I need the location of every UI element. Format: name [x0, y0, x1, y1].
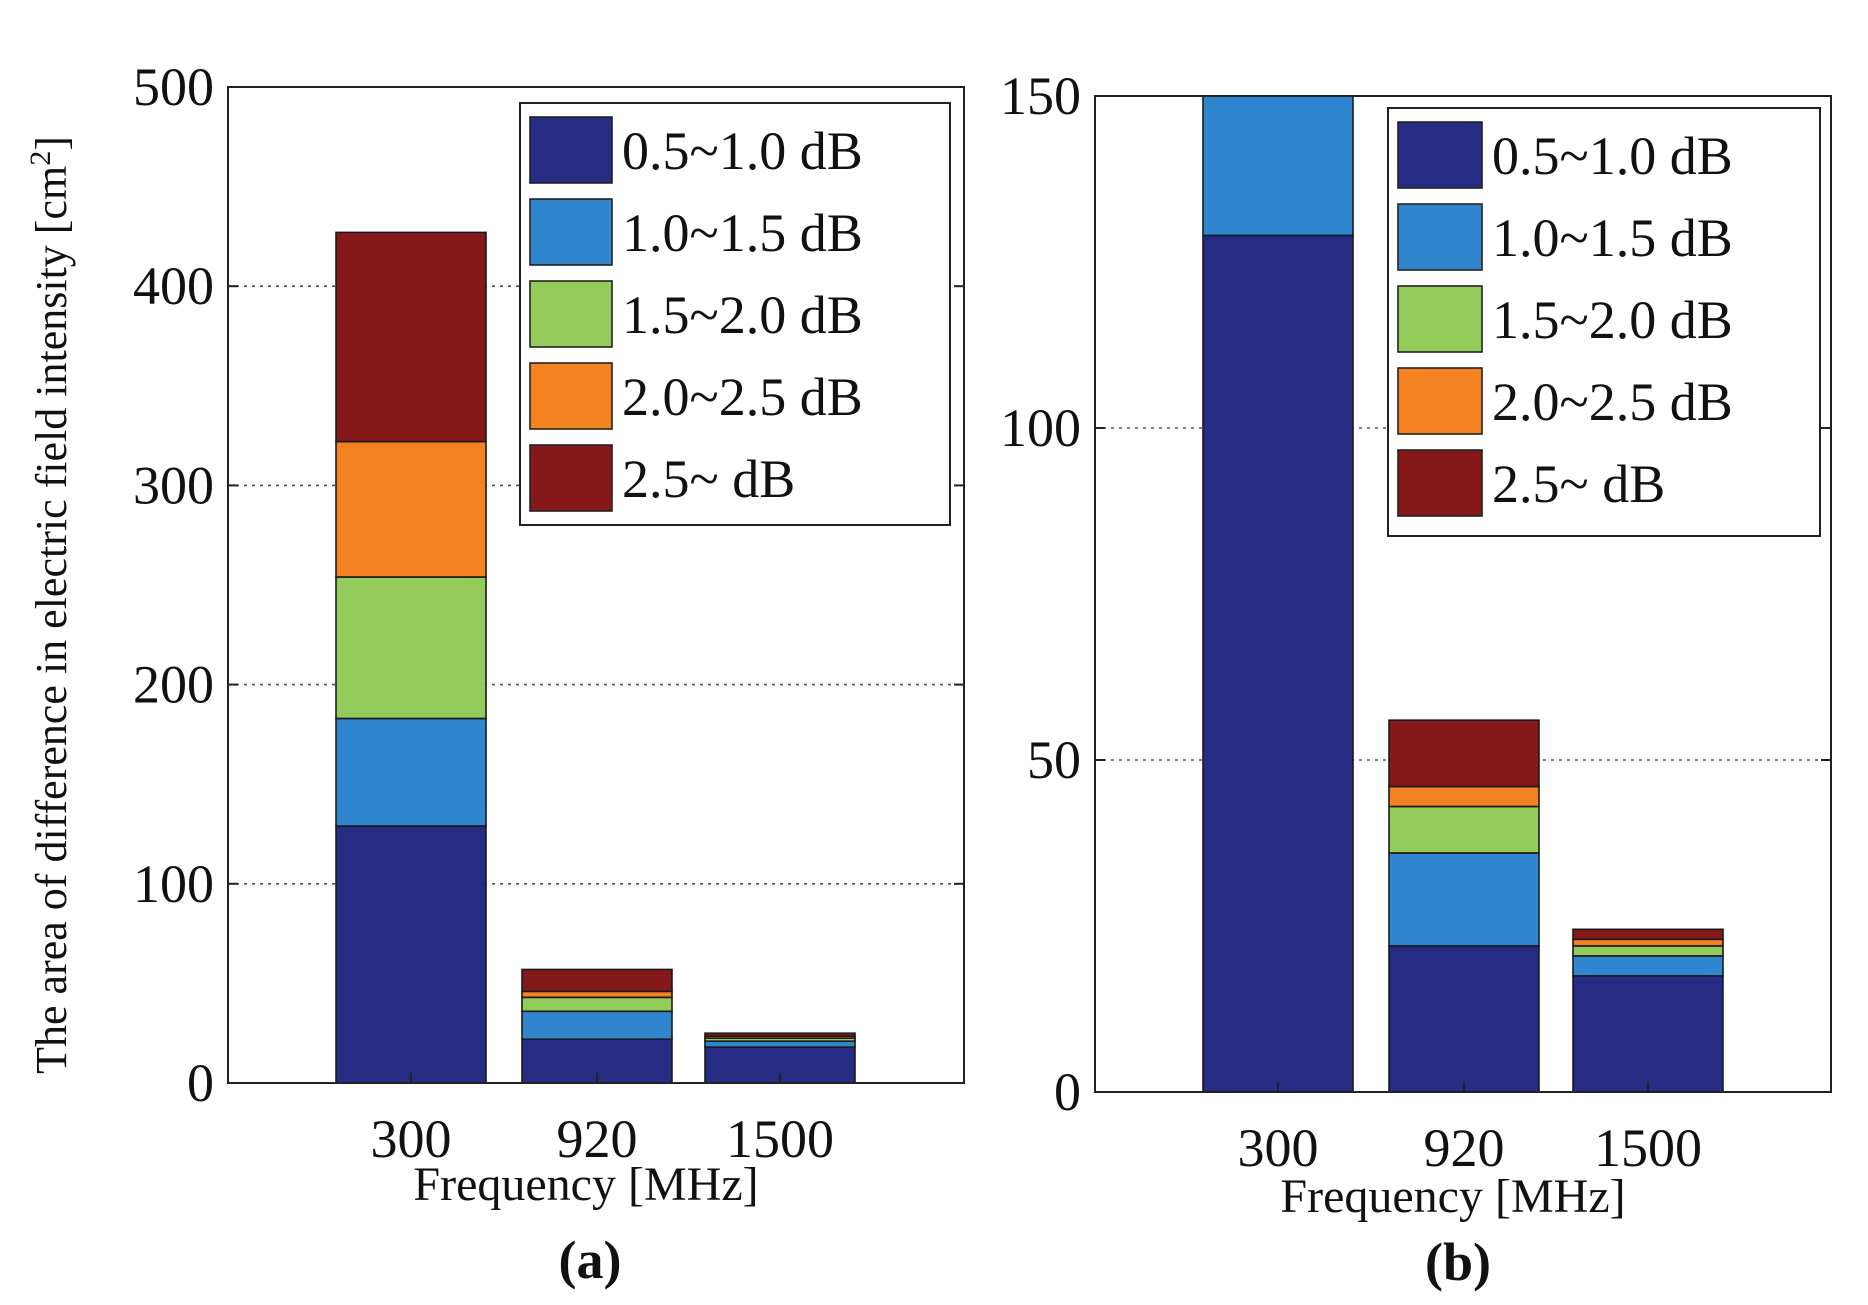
chart-a-legend-swatch-4 — [529, 362, 613, 430]
chart-b-xtick-label-300: 300 — [1238, 1118, 1319, 1178]
chart-b-bars — [1202, 96, 1724, 1092]
chart-b-legend-label-2: 1.0~1.5 dB — [1492, 208, 1733, 268]
chart-b-bar-1500-series-4 — [1572, 938, 1724, 947]
chart-b-legend-label-1: 0.5~1.0 dB — [1492, 126, 1733, 186]
chart-b-bar-920-series-2 — [1388, 852, 1540, 947]
chart-a-y-axis-label: The area of difference in electric field… — [24, 136, 76, 1074]
chart-a-ytick-label-0: 0 — [187, 1053, 214, 1113]
chart-a-legend-label-3: 1.5~2.0 dB — [622, 285, 863, 345]
chart-a-legend-label-5: 2.5~ dB — [622, 449, 795, 509]
chart-b-bar-920-series-3 — [1388, 805, 1540, 854]
chart-a-ytick-label-300: 300 — [133, 455, 214, 515]
chart-a-bar-1500-series-2 — [704, 1040, 856, 1048]
chart-a-x-axis-label: Frequency [MHz] — [413, 1158, 758, 1211]
chart-a-bar-300-series-3 — [335, 576, 487, 720]
chart-a-legend-label-1: 0.5~1.0 dB — [622, 121, 863, 181]
chart-a-ytick-label-500: 500 — [133, 57, 214, 117]
chart-a-legend: 0.5~1.0 dB 1.0~1.5 dB 1.5~2.0 dB 2.0~2.5 dB… — [519, 102, 951, 526]
chart-a-legend-label-2: 1.0~1.5 dB — [622, 203, 863, 263]
chart-a-legend-swatch-2 — [529, 198, 613, 266]
chart-b-ytick-label-100: 100 — [1000, 398, 1081, 458]
chart-a-y-axis-label-main: The area of difference in electric field… — [27, 166, 76, 1074]
chart-b-bar-920-series-1 — [1388, 945, 1540, 1092]
chart-a-legend-swatch-3 — [529, 280, 613, 348]
chart-b-bar-300-series-2 — [1202, 96, 1354, 237]
chart-a-bar-920-series-5 — [521, 968, 673, 993]
chart-b-bar-1500-series-3 — [1572, 945, 1724, 957]
chart-b-ytick-label-0: 0 — [1054, 1062, 1081, 1122]
chart-b-legend-swatch-4 — [1397, 367, 1483, 435]
chart-a-ytick-label-400: 400 — [133, 256, 214, 316]
chart-b-legend-label-5: 2.5~ dB — [1492, 454, 1665, 514]
chart-b-legend-label-3: 1.5~2.0 dB — [1492, 290, 1733, 350]
chart-b-legend-label-4: 2.0~2.5 dB — [1492, 372, 1733, 432]
chart-b-x-axis-label: Frequency [MHz] — [1280, 1170, 1625, 1223]
chart-a-legend-swatch-1 — [529, 116, 613, 184]
chart-b-legend-swatch-5 — [1397, 449, 1483, 517]
chart-a-y-axis-label-superscript: 2 — [24, 151, 57, 166]
chart-a-ytick-label-200: 200 — [133, 655, 214, 715]
chart-a-bar-300-series-2 — [335, 717, 487, 827]
chart-a-xtick-label-920: 920 — [557, 1109, 638, 1169]
chart-b-bar-1500-series-1 — [1572, 974, 1724, 1092]
chart-b-bar-300-series-1 — [1202, 234, 1354, 1092]
chart-b-bar-1500-series-5 — [1572, 928, 1724, 941]
chart-b-xtick-label-920: 920 — [1424, 1118, 1505, 1178]
chart-a-bar-300-series-4 — [335, 440, 487, 578]
chart-b-ytick-label-50: 50 — [1027, 730, 1081, 790]
chart-a-legend-label-4: 2.0~2.5 dB — [622, 367, 863, 427]
chart-b-bar-920-series-4 — [1388, 785, 1540, 808]
chart-a-y-axis-label-suffix: ] — [27, 136, 76, 151]
chart-b-legend-swatch-2 — [1397, 203, 1483, 271]
chart-b-legend-swatch-1 — [1397, 121, 1483, 189]
panel-label-a: (a) — [559, 1230, 622, 1290]
chart-a-xtick-label-1500: 1500 — [726, 1109, 834, 1169]
chart-a-bar-920-series-4 — [521, 990, 673, 999]
chart-b-legend: 0.5~1.0 dB 1.0~1.5 dB 1.5~2.0 dB 2.0~2.5 dB… — [1387, 107, 1821, 537]
chart-b-xtick-label-1500: 1500 — [1594, 1118, 1702, 1178]
chart-b-bar-920-series-5 — [1388, 719, 1540, 788]
chart-a-legend-swatch-5 — [529, 444, 613, 512]
chart-b-legend-swatch-3 — [1397, 285, 1483, 353]
chart-a-bar-300-series-1 — [335, 825, 487, 1083]
chart-b-bar-1500-series-2 — [1572, 955, 1724, 977]
chart-a-bars — [335, 231, 856, 1083]
chart-a-ytick-label-100: 100 — [133, 854, 214, 914]
chart-b-ytick-label-150: 150 — [1000, 66, 1081, 126]
panel-label-b: (b) — [1425, 1232, 1491, 1292]
chart-a-xtick-label-300: 300 — [371, 1109, 452, 1169]
chart-a-bar-920-series-3 — [521, 996, 673, 1013]
chart-a-bar-300-series-5 — [335, 231, 487, 443]
chart-a-bar-920-series-2 — [521, 1010, 673, 1040]
chart-a-bar-1500-series-5 — [704, 1032, 856, 1037]
